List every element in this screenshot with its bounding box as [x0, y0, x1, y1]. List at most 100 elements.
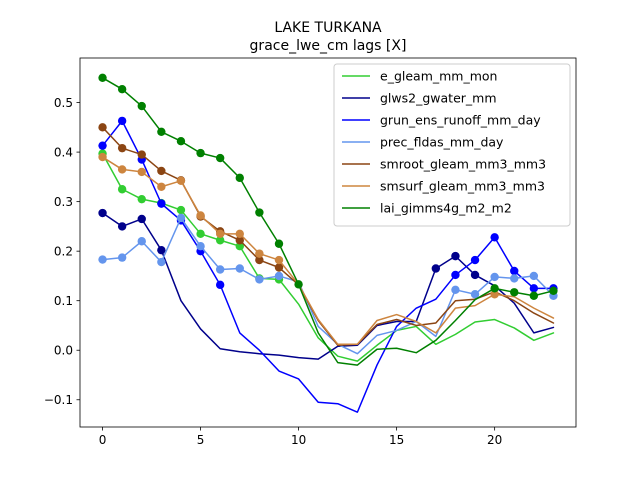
data-point	[117, 165, 127, 174]
data-point	[117, 253, 127, 262]
x-tick-label: 0	[99, 433, 107, 447]
data-point	[451, 285, 460, 294]
data-point	[117, 143, 127, 153]
y-tick-label: 0.3	[54, 195, 73, 209]
data-point	[137, 237, 146, 246]
data-point	[137, 101, 146, 111]
data-point	[255, 275, 264, 284]
data-point	[196, 229, 205, 239]
legend-label: prec_fldas_mm_day	[380, 135, 504, 150]
plot-area	[98, 73, 558, 413]
data-point	[235, 242, 244, 251]
data-point	[157, 199, 166, 208]
x-tick-label: 10	[291, 433, 306, 447]
data-point	[470, 270, 480, 280]
y-tick-label: 0.4	[54, 145, 73, 159]
data-point	[529, 271, 539, 281]
data-point	[196, 148, 205, 158]
series-glws2_gwater_mm	[98, 208, 555, 360]
legend-label: glws2_gwater_mm	[380, 91, 497, 106]
legend-item: lai_gimms4g_m2_m2	[342, 201, 512, 216]
data-point	[137, 167, 146, 177]
y-tick-label: 0.2	[54, 244, 73, 258]
y-tick-label: 0.0	[54, 343, 73, 357]
data-point	[274, 239, 284, 248]
data-point	[117, 222, 127, 231]
data-point	[196, 242, 205, 251]
data-point	[470, 255, 480, 265]
data-point	[255, 249, 264, 258]
legend-label: e_gleam_mm_mon	[380, 69, 497, 84]
legend-item: smroot_gleam_mm3_mm3	[342, 157, 546, 172]
data-point	[235, 236, 244, 245]
data-point	[255, 208, 264, 217]
data-point	[510, 266, 519, 276]
x-tick-label: 5	[197, 433, 205, 447]
data-point	[215, 229, 225, 239]
data-point	[176, 137, 186, 146]
data-point	[529, 284, 539, 293]
legend-label: smsurf_gleam_mm3_mm3	[380, 179, 545, 194]
axes: 0 5 10 15 20 −0.1 0.0 0.1 0.2 0.3 0.4 0.5	[44, 57, 577, 447]
data-point	[431, 264, 441, 273]
series-line-prec_fldas_mm_day	[101, 217, 555, 355]
series-smsurf_gleam_mm3_mm3	[98, 152, 555, 346]
data-point	[235, 173, 244, 183]
data-point	[451, 270, 460, 280]
data-point	[529, 291, 539, 300]
data-point	[176, 176, 186, 186]
data-point	[117, 85, 127, 94]
data-point	[274, 263, 284, 272]
data-point	[117, 185, 127, 194]
data-point	[215, 280, 225, 290]
data-point	[176, 205, 186, 215]
legend-label: lai_gimms4g_m2_m2	[380, 201, 512, 216]
data-point	[490, 284, 499, 293]
data-point	[98, 255, 107, 264]
data-point	[490, 272, 499, 282]
data-point	[274, 255, 284, 265]
data-point	[490, 233, 499, 242]
data-point	[157, 166, 166, 176]
data-point	[137, 214, 146, 224]
data-point	[98, 123, 107, 132]
legend-item: smsurf_gleam_mm3_mm3	[342, 179, 545, 194]
data-point	[98, 208, 107, 218]
data-point	[196, 211, 205, 220]
x-tick-label: 15	[389, 433, 404, 447]
data-point	[255, 255, 264, 265]
data-point	[157, 182, 166, 191]
legend-label: smroot_gleam_mm3_mm3	[380, 157, 546, 172]
data-point	[451, 251, 460, 261]
data-point	[137, 194, 146, 204]
y-tick-label: 0.1	[54, 294, 73, 308]
data-point	[490, 290, 499, 299]
data-point	[510, 274, 519, 283]
legend-box	[333, 63, 571, 227]
axes-frame	[79, 57, 577, 428]
chart-subtitle: grace_lwe_cm lags [X]	[250, 38, 407, 54]
data-point	[98, 152, 107, 162]
data-point	[215, 153, 225, 163]
data-point	[235, 229, 244, 239]
series-lai_gimms4g_m2_m2	[98, 73, 558, 366]
x-tick-label: 20	[487, 433, 502, 447]
legend-item: glws2_gwater_mm	[342, 91, 497, 106]
y-tick-label: −0.1	[44, 393, 73, 407]
data-point	[510, 288, 519, 297]
data-point	[98, 73, 107, 83]
series-prec_fldas_mm_day	[98, 213, 558, 355]
data-point	[157, 245, 166, 255]
data-point	[176, 213, 186, 223]
data-point	[235, 264, 244, 273]
data-point	[137, 150, 146, 159]
legend-item: e_gleam_mm_mon	[342, 69, 497, 84]
y-tick-label: 0.5	[54, 96, 73, 110]
data-point	[215, 236, 225, 245]
data-point	[294, 280, 303, 289]
data-point	[117, 116, 127, 126]
chart-title: LAKE TURKANA	[274, 20, 382, 36]
data-point	[274, 271, 284, 281]
